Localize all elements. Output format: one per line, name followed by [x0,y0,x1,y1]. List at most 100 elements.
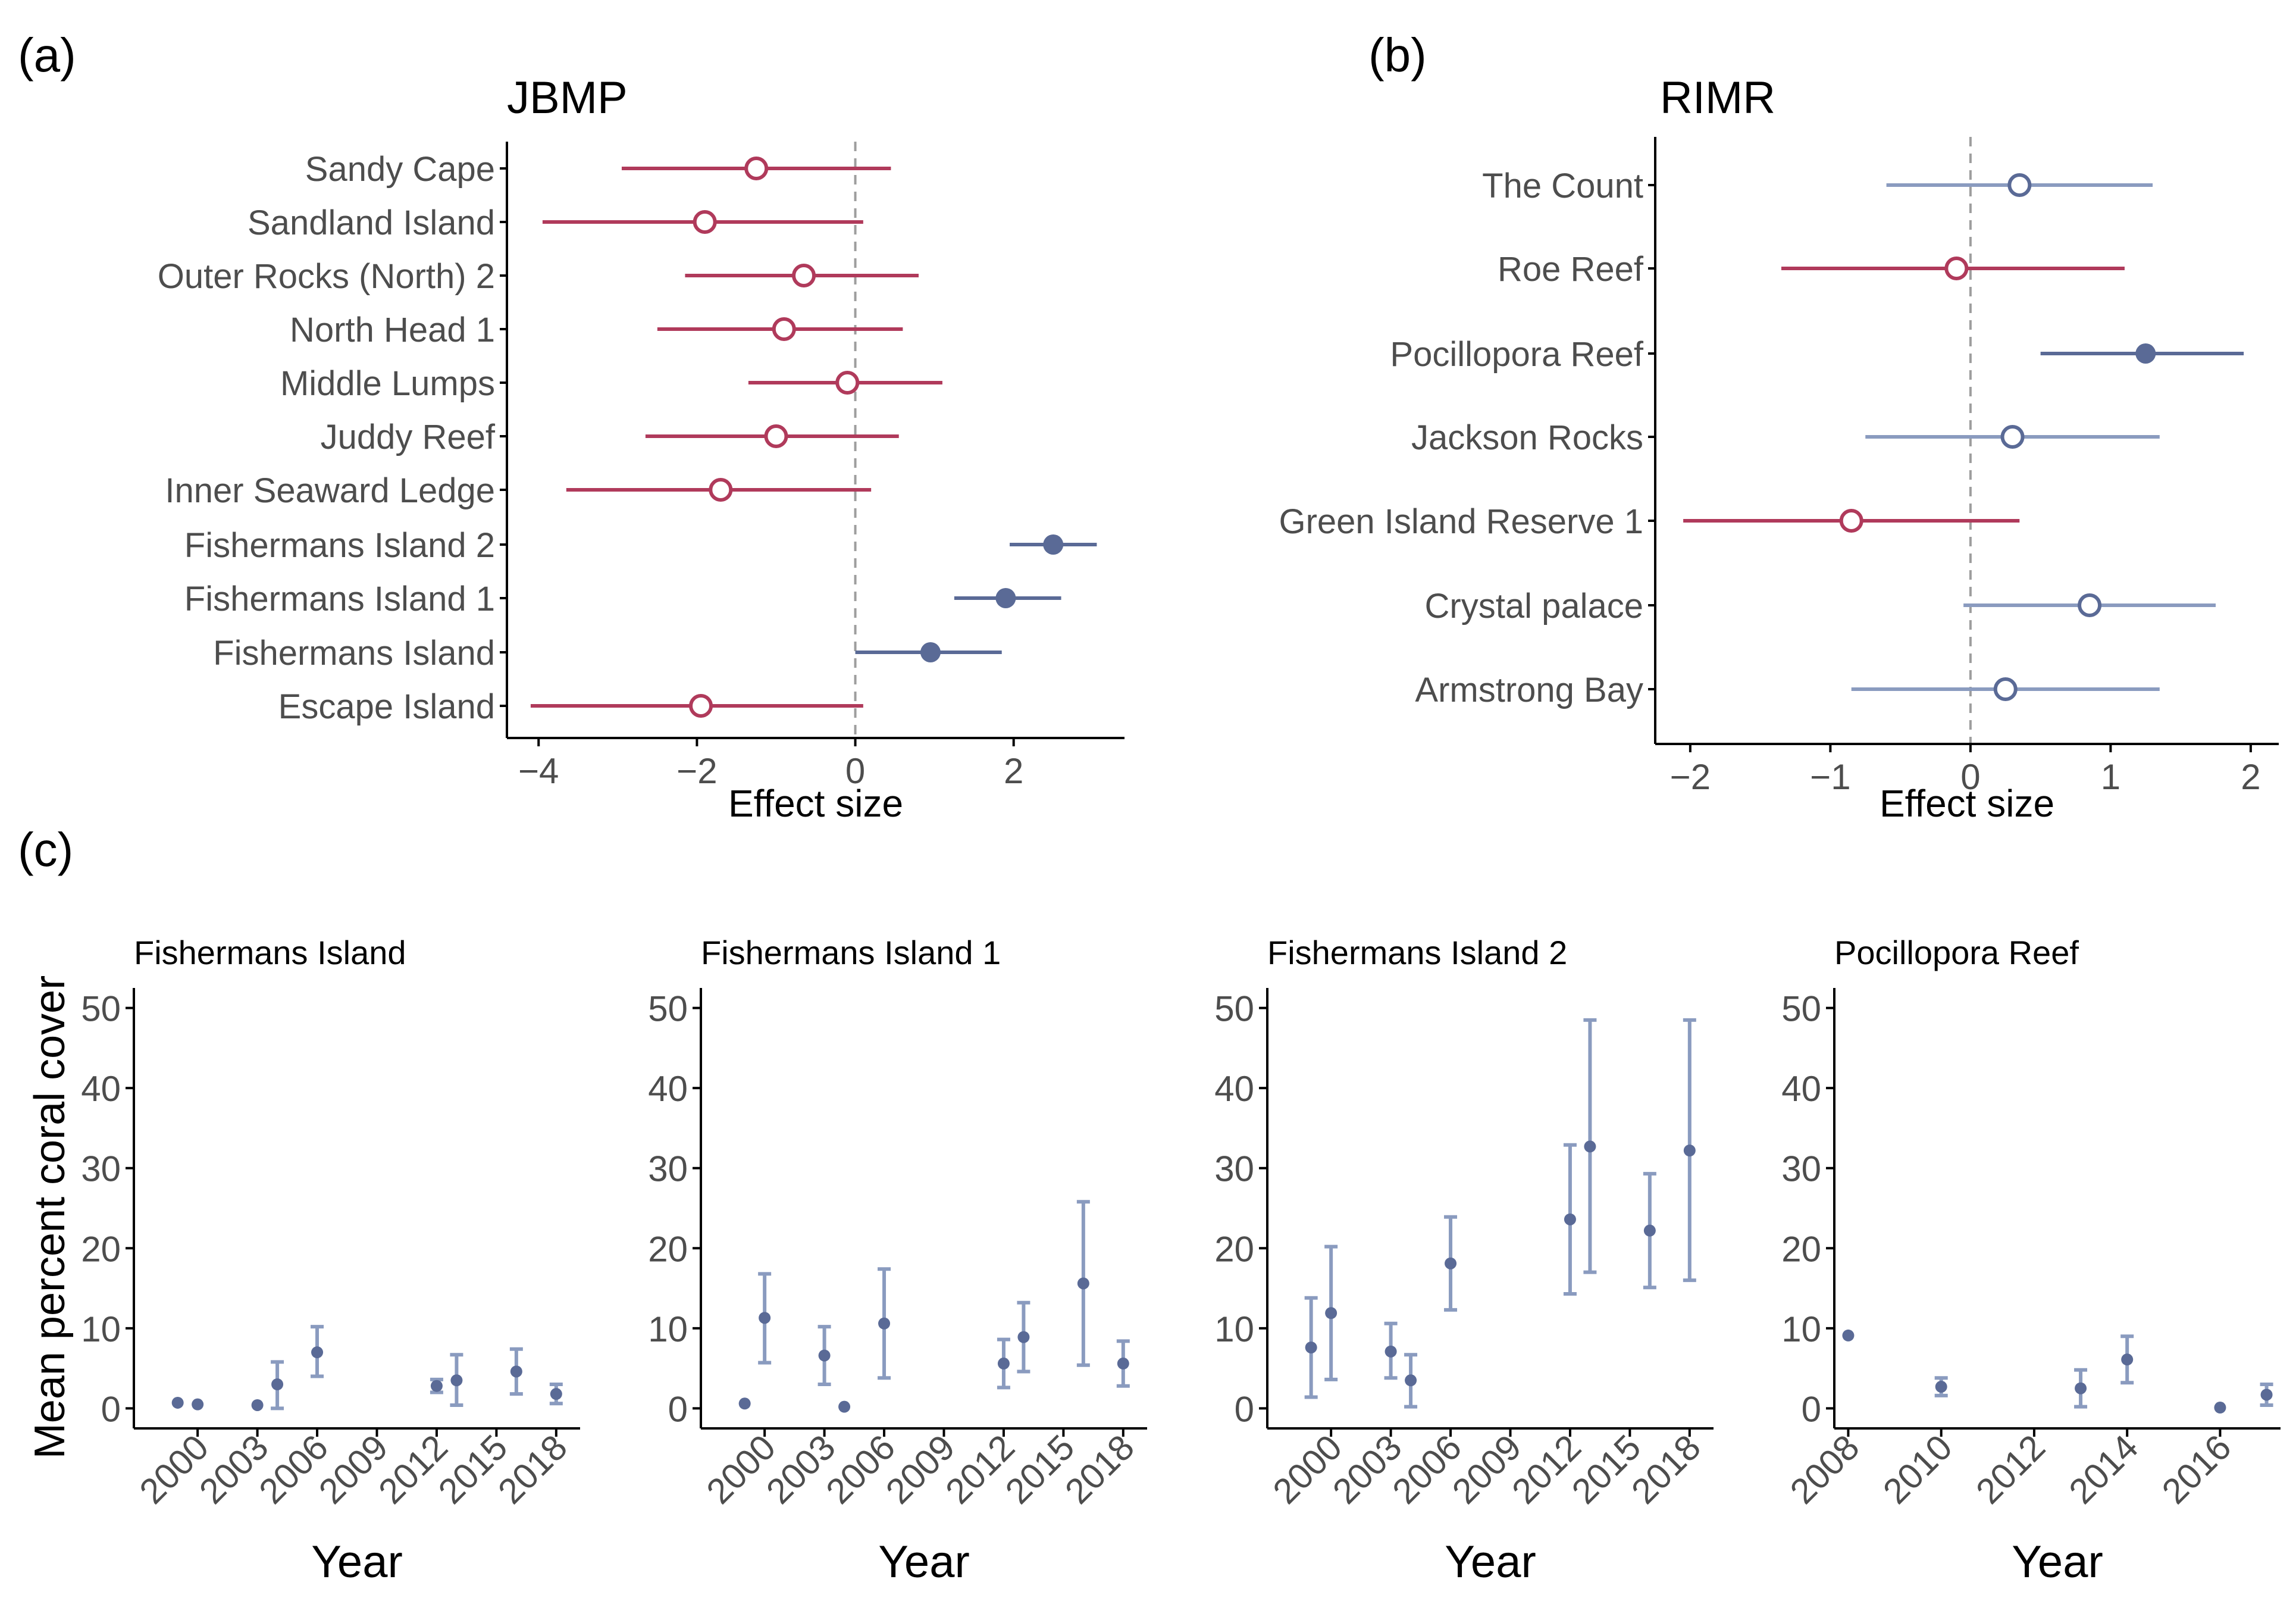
estimate-point-escape-island [689,694,713,718]
x-axis-label-c2: Year [878,1537,970,1587]
x-tick-label-a: 2 [1004,751,1023,791]
panel-label-b: (b) [1368,29,1427,82]
mean-point-c3-2018 [1683,1144,1696,1157]
site-label-fishermans-island-2: Fishermans Island 2 [184,526,495,565]
panel-title-c4: Pocillopora Reef [1834,934,2079,971]
x-tick-label-c3: 2009 [1445,1427,1529,1512]
mean-point-c1-2004 [271,1378,284,1390]
mean-point-c4-2017 [2260,1389,2273,1401]
mean-point-c3-2013 [1584,1140,1596,1153]
x-axis-label-b: Effect size [1880,782,2054,825]
mean-point-c2-2000 [759,1312,771,1324]
panel-label-a: (a) [18,29,76,82]
y-tick-label-c1: 30 [81,1149,121,1189]
mean-point-c2-2016 [1077,1277,1089,1290]
x-tick-label-a: −2 [676,751,717,791]
mean-point-c3-2003 [1385,1345,1397,1358]
forest-plot-a: JBMP −4 −2 0 2 Effect size Sandy Cape Sandland … [158,73,1124,825]
y-tick-label-c4: 50 [1781,989,1821,1029]
panel-label-c: (c) [18,823,73,876]
mean-point-c3-2016 [1643,1224,1656,1237]
forest-plot-b: RIMR −2 −1 0 1 2 Effect size The Count Roe Reef P… [1279,73,2279,825]
mean-point-c2-2006 [878,1317,891,1330]
x-tick-label-c4: 2010 [1875,1427,1960,1512]
y-tick-label-c3: 0 [1235,1389,1254,1429]
x-tick-label-c2: 2006 [818,1427,903,1512]
estimate-point-the-count [2007,173,2032,197]
site-label-juddy-reef: Juddy Reef [321,418,496,456]
y-tick-label-c2: 20 [648,1229,688,1269]
y-tick-label-c1: 0 [101,1389,121,1429]
estimate-point-pocillopora-reef [2135,343,2156,364]
x-axis-label-c4: Year [2012,1537,2103,1587]
plot-title-a: JBMP [507,73,628,123]
coral-panel-c1: Fishermans Island 0 10 20 30 40 50 200020032006… [81,934,580,1587]
x-tick-label-c2: 2009 [878,1427,963,1512]
x-tick-label-a: 0 [845,751,865,791]
y-tick-label-c2: 0 [668,1389,688,1429]
mean-point-c3-2004 [1405,1374,1417,1387]
y-tick-label-c4: 0 [1802,1389,1821,1429]
mean-point-c2-1999 [738,1397,751,1410]
site-label-outer-rocks-north-2: Outer Rocks (North) 2 [158,257,495,296]
x-tick-label-c3: 2012 [1504,1427,1589,1512]
estimate-point-fishermans-island [920,642,941,662]
x-tick-label-c1: 2015 [431,1427,515,1512]
plot-title-b: RIMR [1660,73,1775,123]
mean-point-c4-2008 [1842,1329,1855,1341]
x-tick-label-c2: 2003 [759,1427,843,1512]
charts-layer: JBMP −4 −2 0 2 Effect size Sandy Cape Sandland … [81,73,2281,1587]
mean-point-c1-2006 [311,1346,324,1359]
y-tick-label-c3: 20 [1214,1229,1254,1269]
x-tick-label-c2: 2000 [699,1427,784,1512]
y-tick-label-c1: 10 [81,1309,121,1349]
x-tick-label-c2: 2012 [938,1427,1022,1512]
mean-point-c3-2006 [1445,1257,1457,1269]
site-label-fishermans-island: Fishermans Island [213,634,495,673]
mean-point-c4-2010 [1935,1381,1947,1393]
panel-title-c2: Fishermans Island 1 [701,934,1001,971]
panel-title-c3: Fishermans Island 2 [1267,934,1567,971]
x-tick-label-c3: 2003 [1325,1427,1409,1512]
y-tick-label-c3: 10 [1214,1309,1254,1349]
mean-point-c1-2000 [192,1398,204,1411]
y-tick-label-c3: 40 [1214,1069,1254,1109]
x-axis-label-c1: Year [311,1537,403,1587]
mean-point-c3-2000 [1325,1307,1337,1319]
mean-point-c1-2012 [430,1380,443,1392]
x-tick-label-a: −4 [518,751,559,791]
y-tick-label-c4: 30 [1781,1149,1821,1189]
site-label-roe-reef: Roe Reef [1498,250,1644,289]
y-tick-label-c2: 30 [648,1149,688,1189]
mean-point-c4-2013 [2075,1382,2087,1394]
site-label-sandy-cape: Sandy Cape [305,150,495,189]
x-tick-label-b: 0 [1960,757,1980,797]
mean-point-c2-2012 [997,1358,1010,1370]
site-label-jackson-rocks: Jackson Rocks [1411,418,1643,457]
x-tick-label-c4: 2012 [1968,1427,2053,1512]
mean-point-c1-1999 [171,1396,184,1409]
coral-panel-c2: Fishermans Island 1010203040502000200320… [648,934,1147,1587]
mean-point-c2-2004 [838,1400,851,1413]
mean-point-c4-2014 [2121,1353,2134,1366]
x-tick-label-c3: 2000 [1266,1427,1350,1512]
mean-point-c2-2013 [1017,1331,1030,1343]
y-tick-label-c4: 10 [1781,1309,1821,1349]
site-label-middle-lumps: Middle Lumps [280,364,495,403]
x-tick-label-c3: 2006 [1385,1427,1469,1512]
estimate-point-crystal-palace [2078,593,2102,617]
estimate-point-sandland-island [693,210,717,234]
y-tick-label-c1: 40 [81,1069,121,1109]
y-tick-label-c2: 10 [648,1309,688,1349]
site-label-sandland-island: Sandland Island [248,204,495,242]
mean-point-c1-2016 [510,1365,522,1378]
panel-title-c1: Fishermans Island [134,934,406,971]
y-tick-label-c2: 50 [648,989,688,1029]
estimate-point-fishermans-island-2 [1043,534,1064,555]
x-tick-label-b: 1 [2101,757,2120,797]
estimate-point-sandy-cape [744,157,769,180]
x-tick-label-c1: 2006 [251,1427,336,1512]
site-label-armstrong-bay: Armstrong Bay [1415,671,1643,709]
site-label-the-count: The Count [1482,167,1643,205]
